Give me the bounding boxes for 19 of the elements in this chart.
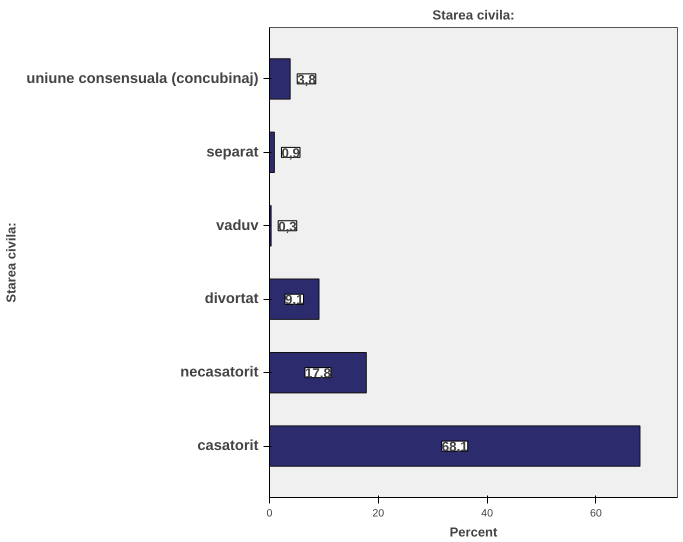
y-tick-label: vaduv xyxy=(216,218,260,234)
x-tick-label: 40 xyxy=(481,508,494,520)
data-label: 0,9 xyxy=(281,145,300,160)
bar xyxy=(270,58,291,100)
x-axis-title: Percent xyxy=(450,524,498,540)
y-tick-label: separat xyxy=(206,144,259,160)
bar xyxy=(270,425,640,467)
bar xyxy=(270,132,275,174)
x-tick-label: 0 xyxy=(266,508,273,520)
y-tick-label: casatorit xyxy=(197,438,259,454)
y-tick-label: divortat xyxy=(204,291,259,308)
y-tick-label: necasatorit xyxy=(180,364,259,381)
bar xyxy=(270,352,367,394)
x-tick-label: 60 xyxy=(590,508,602,520)
y-axis-title: Starea civila: xyxy=(3,222,18,303)
bar xyxy=(270,278,320,320)
y-tick-label: uniune consensuala (concubinaj) xyxy=(26,70,259,87)
x-tick-label: 20 xyxy=(372,508,384,520)
chart-title: Starea civila: xyxy=(432,8,515,22)
